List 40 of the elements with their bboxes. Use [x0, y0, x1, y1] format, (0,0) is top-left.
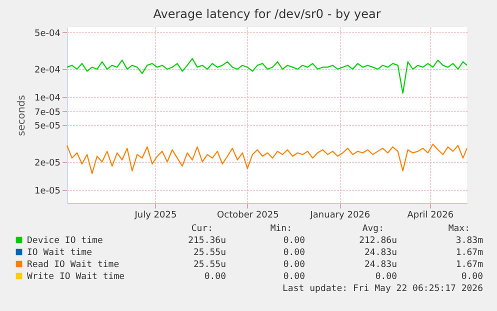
text: 212.86u: [359, 236, 397, 246]
text: Min:: [270, 224, 292, 234]
text: 0.00: [283, 236, 305, 246]
y-axis-title: seconds: [16, 95, 28, 136]
y-tick-label: 5e-04: [34, 28, 61, 39]
text: Last update: Fri May 22 06:25:17 2026: [282, 284, 483, 294]
chart-title: Average latency for /dev/sr0 - by year: [153, 7, 381, 21]
text: 1.67m: [456, 260, 483, 270]
legend-label: Read IO Wait time: [27, 260, 120, 270]
line-series: [66, 144, 468, 174]
x-tick-label: October 2025: [217, 210, 279, 220]
text: 1.67m: [456, 248, 483, 258]
text: 0.00: [375, 272, 397, 282]
text: 0.00: [283, 272, 305, 282]
text: 0.00: [204, 272, 226, 282]
text: 25.55u: [193, 248, 226, 258]
text: 0.00: [283, 260, 305, 270]
legend-label: IO Wait time: [27, 248, 92, 258]
text: 24.83u: [364, 260, 397, 270]
line-series: [66, 58, 468, 94]
y-tick-label: 2e-04: [34, 66, 61, 76]
text: 25.55u: [193, 260, 226, 270]
text: 3.83m: [456, 236, 483, 246]
text: Max:: [448, 224, 470, 234]
y-tick-label: 5e-05: [34, 121, 60, 132]
text: Avg:: [362, 224, 384, 234]
text: 0.00: [283, 248, 305, 258]
text: 0.00: [461, 272, 483, 282]
text: 215.36u: [188, 236, 226, 246]
x-tick-label: April 2026: [407, 210, 454, 220]
text: 24.83u: [364, 248, 397, 258]
text: Cur:: [191, 224, 213, 234]
x-tick-label: July 2025: [134, 210, 177, 220]
x-tick-label: January 2026: [309, 210, 370, 220]
legend-label: Device IO time: [27, 236, 103, 246]
y-tick-label: 2e-05: [34, 158, 60, 168]
y-tick-label: 1e-04: [34, 94, 61, 104]
y-tick-label: 7e-05: [34, 108, 60, 118]
legend-label: Write IO Wait time: [27, 272, 125, 282]
y-tick-label: 1e-05: [34, 186, 60, 196]
